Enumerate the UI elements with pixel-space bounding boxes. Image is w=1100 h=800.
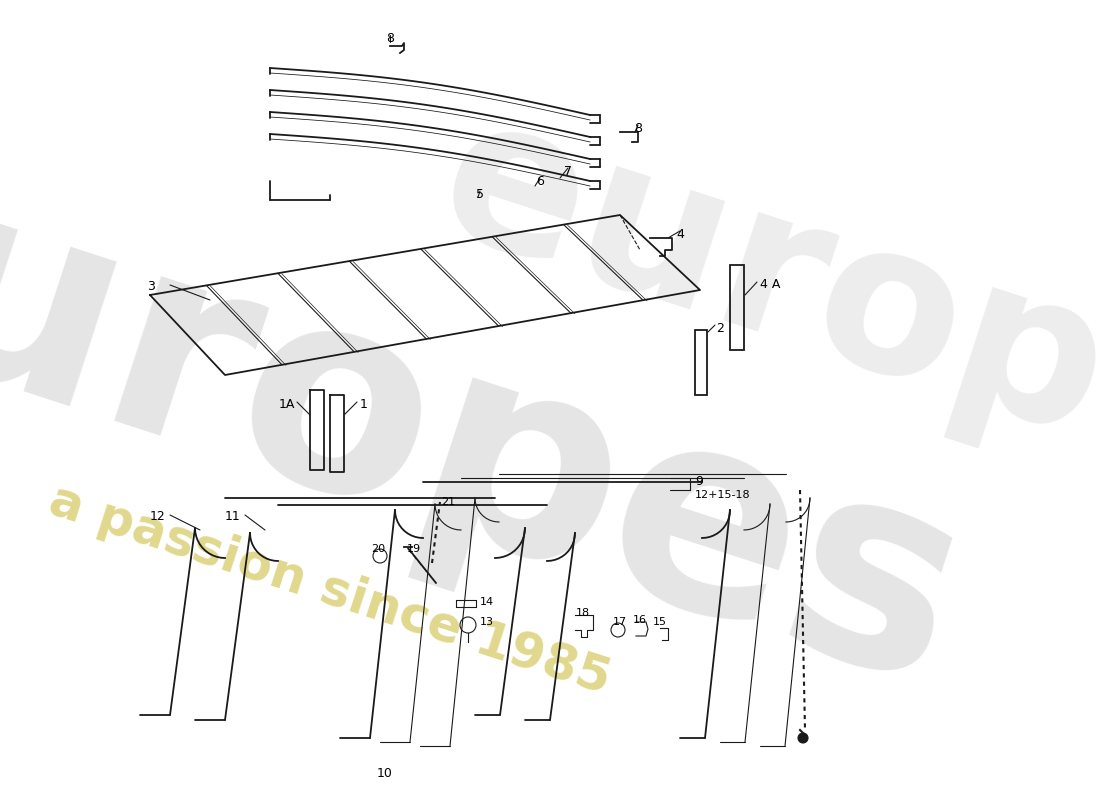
Text: 10: 10 <box>377 767 393 780</box>
Text: 8: 8 <box>634 122 642 135</box>
Text: 17: 17 <box>613 617 627 627</box>
Text: 5: 5 <box>476 188 484 201</box>
Text: 16: 16 <box>632 615 647 625</box>
Text: 2: 2 <box>716 322 724 335</box>
Text: 18: 18 <box>576 608 590 618</box>
Text: 12: 12 <box>150 510 165 523</box>
Text: 1A: 1A <box>278 398 295 411</box>
Text: 13: 13 <box>480 617 494 627</box>
Text: 12+15-18: 12+15-18 <box>695 490 750 500</box>
Text: 11: 11 <box>224 510 240 523</box>
Text: 14: 14 <box>480 597 494 607</box>
Text: 15: 15 <box>653 617 667 627</box>
Text: 21: 21 <box>441 497 455 507</box>
Circle shape <box>798 733 808 743</box>
Text: europes: europes <box>0 96 993 744</box>
Text: 8: 8 <box>386 32 394 45</box>
Text: 6: 6 <box>536 175 543 188</box>
Text: 20: 20 <box>371 544 385 554</box>
Text: a passion since 1985: a passion since 1985 <box>43 476 617 704</box>
Text: 1: 1 <box>360 398 367 411</box>
Text: 9: 9 <box>695 475 703 488</box>
Text: europes: europes <box>417 77 1100 563</box>
Text: 4: 4 <box>676 228 684 241</box>
Text: 3: 3 <box>147 280 155 293</box>
Text: 4 A: 4 A <box>760 278 780 291</box>
Text: 7: 7 <box>564 165 572 178</box>
Text: 19: 19 <box>407 544 421 554</box>
